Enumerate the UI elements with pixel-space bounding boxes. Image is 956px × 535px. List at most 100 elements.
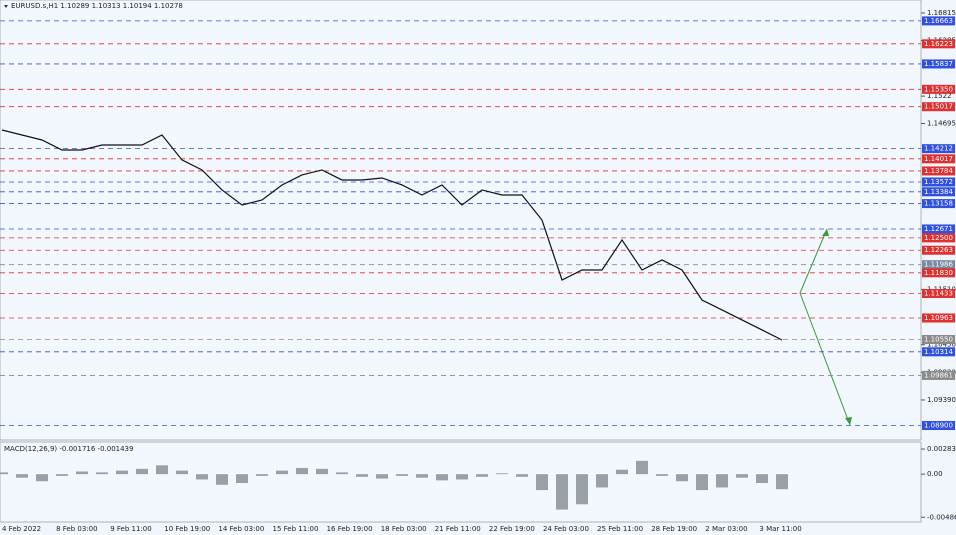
level-tag	[922, 144, 955, 154]
price-tick-label: 1.09390	[927, 396, 956, 404]
time-label: 16 Feb 19:00	[327, 525, 373, 533]
level-tag	[922, 166, 955, 176]
macd-bar	[736, 474, 748, 478]
level-label: 1.10550	[924, 336, 953, 344]
level-tag	[922, 59, 955, 69]
time-label: 22 Feb 19:00	[489, 525, 535, 533]
level-label: 1.12671	[924, 225, 953, 233]
price-tick-label: 1.1522	[927, 92, 952, 100]
macd-bar	[276, 470, 288, 475]
price-line	[1, 129, 783, 341]
level-label: 1.12263	[924, 246, 953, 254]
time-label: 21 Feb 11:00	[435, 525, 481, 533]
dropdown-icon[interactable]	[4, 5, 8, 8]
level-label: 1.13784	[924, 167, 953, 175]
level-label: 1.09861	[924, 371, 953, 379]
macd-bar	[76, 471, 88, 475]
level-tag	[922, 268, 955, 278]
time-label: 4 Feb 2022	[2, 525, 41, 533]
time-label: 10 Feb 19:00	[164, 525, 210, 533]
level-label: 1.10314	[924, 348, 953, 356]
level-label: 1.12500	[924, 234, 953, 242]
macd-tick-label: 0.002835	[927, 445, 956, 453]
level-tag	[922, 233, 955, 243]
level-label: 1.10963	[924, 314, 953, 322]
macd-bar	[296, 467, 308, 475]
level-tag	[922, 224, 955, 234]
macd-tick-label: -0.004866	[927, 513, 956, 521]
level-tag	[922, 187, 955, 197]
level-label: 1.13384	[924, 188, 953, 196]
level-label: 1.11986	[924, 261, 953, 269]
macd-bar	[316, 468, 328, 475]
level-tag	[922, 84, 955, 94]
level-label: 1.15350	[924, 85, 953, 93]
level-tag	[922, 313, 955, 323]
macd-bar	[676, 474, 688, 482]
level-tag	[922, 335, 955, 345]
level-label: 1.16663	[924, 17, 953, 25]
macd-bar	[156, 465, 168, 475]
price-panel	[0, 0, 922, 441]
macd-bar	[656, 474, 668, 476]
macd-bar	[36, 474, 48, 482]
time-label: 15 Feb 11:00	[273, 525, 319, 533]
macd-bar	[356, 474, 368, 477]
time-label: 3 Mar 11:00	[759, 525, 801, 533]
macd-bar	[436, 474, 448, 481]
time-label: 24 Feb 03:00	[543, 525, 589, 533]
macd-bar	[376, 474, 388, 479]
macd-bar	[516, 474, 528, 477]
level-label: 1.11433	[924, 289, 953, 297]
macd-bar	[756, 474, 768, 484]
down-arrow	[799, 292, 851, 426]
level-label: 1.15837	[924, 60, 953, 68]
level-label: 1.13572	[924, 178, 953, 186]
macd-bar	[576, 474, 588, 505]
macd-bar	[396, 474, 408, 476]
macd-bar	[0, 472, 8, 475]
level-label: 1.13158	[924, 200, 953, 208]
level-tag	[922, 245, 955, 255]
time-label: 9 Feb 11:00	[110, 525, 151, 533]
level-tag	[922, 288, 955, 298]
macd-bar	[496, 473, 508, 475]
level-tag	[922, 370, 955, 380]
macd-bar	[696, 474, 708, 491]
macd-bar	[216, 474, 228, 485]
level-label: 1.16223	[924, 40, 953, 48]
time-label: 8 Feb 03:00	[56, 525, 97, 533]
level-label: 1.11830	[924, 269, 953, 277]
level-label: 1.08900	[924, 422, 953, 430]
level-tag	[922, 39, 955, 49]
time-label: 14 Feb 03:00	[218, 525, 264, 533]
arrow-head	[845, 417, 852, 425]
macd-bar	[96, 472, 108, 475]
price-tick-label: 1.10450	[927, 341, 956, 349]
level-label: 1.14212	[924, 145, 953, 153]
macd-bar	[16, 474, 28, 478]
level-label: 1.15017	[924, 103, 953, 111]
macd-bar	[56, 474, 68, 476]
macd-bar	[476, 474, 488, 477]
time-label: 25 Feb 11:00	[597, 525, 643, 533]
time-label: 28 Feb 19:00	[651, 525, 697, 533]
macd-bar	[636, 460, 648, 475]
level-tag	[922, 154, 955, 164]
macd-bar	[716, 474, 728, 488]
projection-arrows	[799, 228, 852, 426]
macd-bar	[616, 469, 628, 475]
level-tag	[922, 347, 955, 357]
macd-bar	[536, 474, 548, 491]
arrow-head	[822, 229, 829, 236]
macd-bar	[136, 468, 148, 475]
macd-bar	[176, 470, 188, 475]
level-tag	[922, 16, 955, 26]
time-label: 18 Feb 03:00	[381, 525, 427, 533]
macd-bar	[336, 472, 348, 475]
macd-bar	[236, 474, 248, 484]
level-tag	[922, 260, 955, 270]
macd-bar	[556, 474, 568, 510]
macd-bar	[196, 474, 208, 480]
